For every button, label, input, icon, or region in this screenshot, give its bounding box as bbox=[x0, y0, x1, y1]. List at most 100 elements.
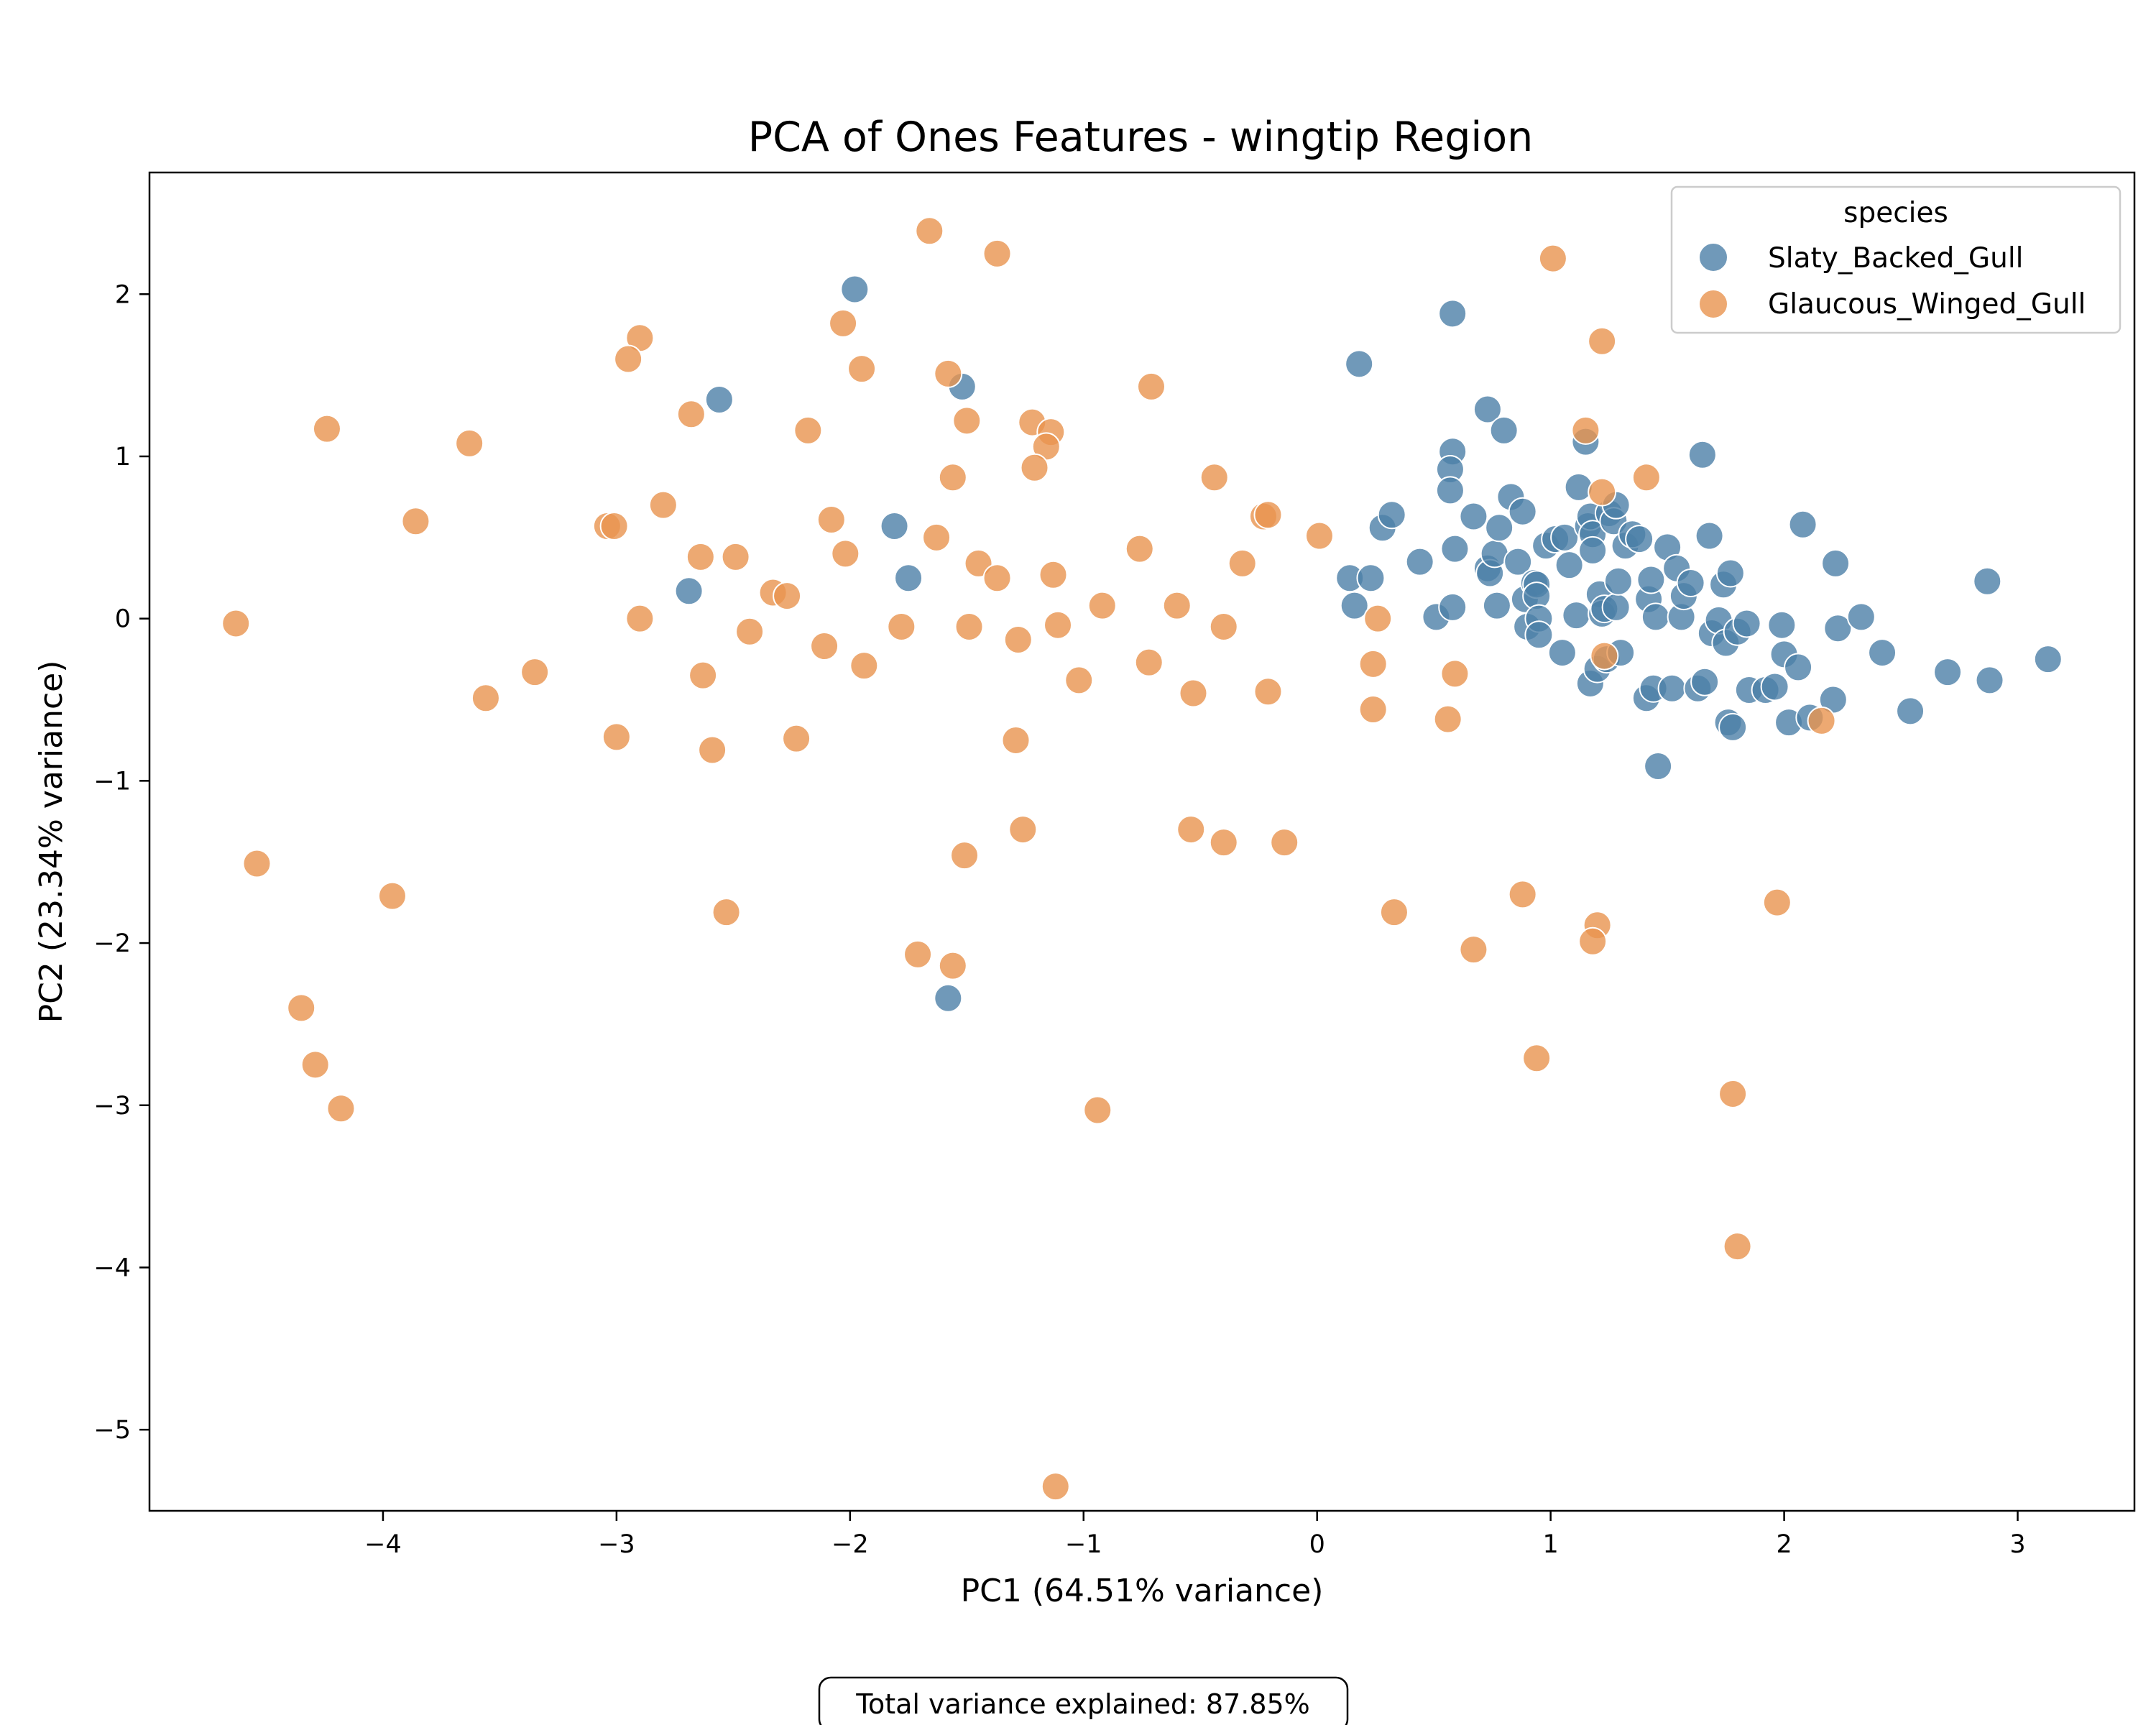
point-glaucous-winged-gull bbox=[312, 414, 341, 443]
point-glaucous-winged-gull bbox=[401, 507, 430, 536]
y-tick-label: 2 bbox=[115, 280, 131, 309]
point-glaucous-winged-gull bbox=[688, 661, 718, 690]
point-slaty-backed-gull bbox=[1732, 609, 1761, 638]
point-glaucous-winged-gull bbox=[938, 951, 967, 980]
point-glaucous-winged-gull bbox=[1136, 372, 1166, 401]
point-glaucous-winged-gull bbox=[982, 239, 1012, 268]
x-tick-label: 0 bbox=[1309, 1530, 1325, 1559]
variance-annotation: Total variance explained: 87.85% bbox=[818, 1676, 1349, 1725]
legend-title: species bbox=[1843, 197, 1948, 229]
point-slaty-backed-gull bbox=[1503, 547, 1533, 576]
point-slaty-backed-gull bbox=[1695, 521, 1724, 551]
point-slaty-backed-gull bbox=[1405, 547, 1434, 576]
point-glaucous-winged-gull bbox=[1723, 1232, 1752, 1261]
point-slaty-backed-gull bbox=[1690, 667, 1720, 696]
point-slaty-backed-gull bbox=[1345, 349, 1374, 379]
point-glaucous-winged-gull bbox=[1253, 500, 1283, 530]
point-glaucous-winged-gull bbox=[934, 359, 963, 388]
point-glaucous-winged-gull bbox=[938, 463, 967, 492]
point-slaty-backed-gull bbox=[1788, 510, 1818, 539]
point-slaty-backed-gull bbox=[894, 564, 923, 593]
point-glaucous-winged-gull bbox=[1064, 666, 1094, 695]
point-slaty-backed-gull bbox=[1562, 601, 1591, 630]
point-slaty-backed-gull bbox=[1489, 415, 1519, 445]
y-axis-ticks: −5 −4 −3 −2 −1 0 1 2 bbox=[93, 280, 149, 1445]
point-slaty-backed-gull bbox=[1718, 712, 1748, 742]
point-slaty-backed-gull bbox=[1340, 591, 1369, 620]
point-glaucous-winged-gull bbox=[1433, 704, 1462, 734]
point-glaucous-winged-gull bbox=[1003, 625, 1033, 655]
point-slaty-backed-gull bbox=[704, 385, 734, 414]
point-glaucous-winged-gull bbox=[1162, 591, 1192, 620]
point-glaucous-winged-gull bbox=[676, 400, 706, 429]
point-glaucous-winged-gull bbox=[1253, 677, 1283, 707]
point-glaucous-winged-gull bbox=[847, 354, 877, 384]
point-glaucous-winged-gull bbox=[698, 735, 727, 765]
point-slaty-backed-gull bbox=[1868, 638, 1897, 668]
point-glaucous-winged-gull bbox=[982, 564, 1012, 593]
point-slaty-backed-gull bbox=[1550, 523, 1580, 552]
point-slaty-backed-gull bbox=[1482, 591, 1511, 620]
point-slaty-backed-gull bbox=[1625, 525, 1654, 554]
point-slaty-backed-gull bbox=[1715, 558, 1745, 588]
point-glaucous-winged-gull bbox=[686, 542, 715, 571]
point-glaucous-winged-gull bbox=[1001, 725, 1031, 755]
point-slaty-backed-gull bbox=[1821, 548, 1851, 578]
point-glaucous-winged-gull bbox=[242, 849, 272, 878]
point-slaty-backed-gull bbox=[1554, 551, 1584, 580]
point-slaty-backed-gull bbox=[1603, 566, 1633, 596]
point-glaucous-winged-gull bbox=[1358, 649, 1388, 678]
point-glaucous-winged-gull bbox=[1044, 610, 1073, 640]
legend-marker-slaty-backed-gull bbox=[1698, 242, 1728, 272]
point-glaucous-winged-gull bbox=[1358, 695, 1388, 724]
x-tick-label: −3 bbox=[598, 1530, 635, 1559]
variance-annotation-text: Total variance explained: 87.85% bbox=[855, 1688, 1310, 1720]
chart-title: PCA of Ones Features - wingtip Region bbox=[748, 114, 1534, 161]
point-glaucous-winged-gull bbox=[952, 406, 982, 436]
point-glaucous-winged-gull bbox=[1571, 415, 1600, 445]
point-slaty-backed-gull bbox=[1459, 502, 1488, 531]
point-glaucous-winged-gull bbox=[950, 841, 980, 870]
y-tick-label: −5 bbox=[93, 1416, 131, 1445]
point-glaucous-winged-gull bbox=[1209, 828, 1238, 857]
x-axis-ticks: −4 −3 −2 −1 0 1 2 3 bbox=[364, 1511, 2026, 1559]
point-glaucous-winged-gull bbox=[1125, 534, 1154, 564]
point-glaucous-winged-gull bbox=[1087, 591, 1117, 620]
legend-label-slaty-backed-gull: Slaty_Backed_Gull bbox=[1768, 242, 2024, 275]
point-slaty-backed-gull bbox=[1644, 752, 1673, 781]
point-slaty-backed-gull bbox=[2033, 645, 2063, 674]
point-slaty-backed-gull bbox=[1760, 672, 1789, 702]
point-slaty-backed-gull bbox=[1641, 602, 1670, 632]
point-glaucous-winged-gull bbox=[1363, 604, 1393, 633]
y-tick-label: −2 bbox=[93, 929, 131, 958]
point-slaty-backed-gull bbox=[1767, 610, 1797, 640]
point-glaucous-winged-gull bbox=[471, 684, 500, 713]
point-slaty-backed-gull bbox=[1578, 535, 1608, 565]
point-slaty-backed-gull bbox=[1636, 565, 1666, 594]
point-slaty-backed-gull bbox=[1973, 566, 2002, 596]
point-slaty-backed-gull bbox=[1440, 534, 1470, 564]
point-glaucous-winged-gull bbox=[1590, 641, 1619, 671]
y-tick-label: −3 bbox=[93, 1092, 131, 1121]
point-glaucous-winged-gull bbox=[1508, 880, 1537, 909]
point-glaucous-winged-gull bbox=[1041, 1472, 1070, 1501]
point-slaty-backed-gull bbox=[1485, 513, 1514, 543]
point-glaucous-winged-gull bbox=[1588, 326, 1617, 356]
point-glaucous-winged-gull bbox=[903, 939, 933, 969]
point-slaty-backed-gull bbox=[1438, 299, 1468, 328]
scatter-points bbox=[221, 216, 2063, 1501]
point-glaucous-winged-gull bbox=[1134, 648, 1164, 677]
point-glaucous-winged-gull bbox=[625, 604, 655, 633]
point-glaucous-winged-gull bbox=[1020, 453, 1049, 482]
point-slaty-backed-gull bbox=[1524, 620, 1554, 650]
point-glaucous-winged-gull bbox=[735, 617, 765, 646]
point-slaty-backed-gull bbox=[1377, 500, 1406, 530]
point-slaty-backed-gull bbox=[1356, 564, 1386, 593]
point-glaucous-winged-gull bbox=[1176, 815, 1206, 845]
point-glaucous-winged-gull bbox=[1578, 926, 1608, 956]
point-glaucous-winged-gull bbox=[221, 609, 251, 638]
point-glaucous-winged-gull bbox=[954, 612, 984, 641]
point-glaucous-winged-gull bbox=[793, 415, 823, 445]
